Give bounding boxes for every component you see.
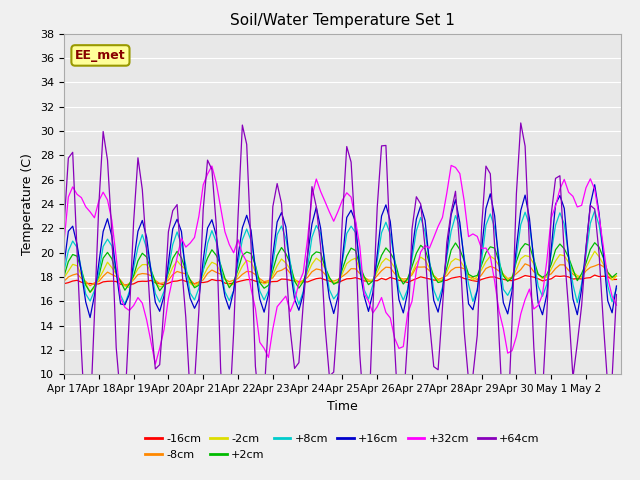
Title: Soil/Water Temperature Set 1: Soil/Water Temperature Set 1 [230,13,455,28]
Legend: -16cm, -8cm, -2cm, +2cm, +8cm, +16cm, +32cm, +64cm: -16cm, -8cm, -2cm, +2cm, +8cm, +16cm, +3… [141,430,544,464]
Y-axis label: Temperature (C): Temperature (C) [22,153,35,255]
X-axis label: Time: Time [327,400,358,413]
Text: EE_met: EE_met [75,49,126,62]
